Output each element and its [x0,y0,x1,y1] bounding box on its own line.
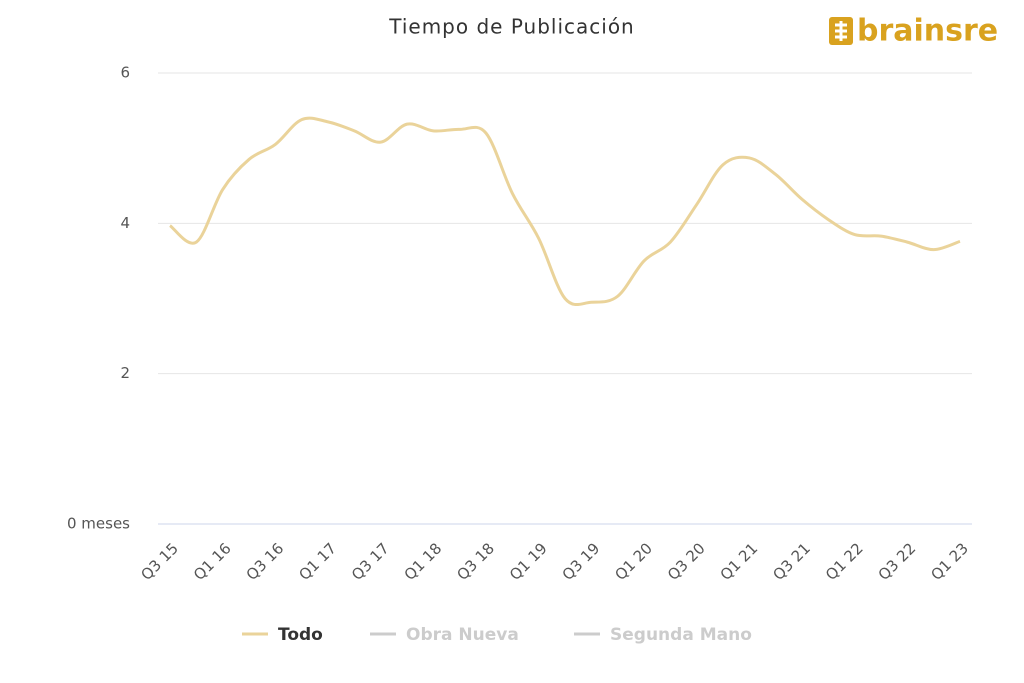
x-tick-label: Q1 17 [295,539,340,584]
logo-icon-mark [835,21,847,41]
x-tick-label: Q3 15 [137,539,182,584]
x-tick-label: Q1 22 [822,539,867,584]
legend-label[interactable]: Obra Nueva [406,625,519,645]
x-tick-label: Q1 16 [190,539,235,584]
series-line [169,116,961,307]
x-tick-label: Q1 23 [927,539,972,584]
y-tick-label: 2 [120,364,130,382]
x-tick-label: Q3 17 [348,539,393,584]
x-tick-label: Q1 18 [401,539,446,584]
legend-label[interactable]: Segunda Mano [610,625,752,645]
chart-title: Tiempo de Publicación [388,15,635,39]
y-tick-label: 0 meses [67,515,130,533]
y-tick-label: 6 [120,64,130,82]
x-tick-label: Q1 21 [717,539,762,584]
y-tick-label: 4 [120,214,130,232]
legend-label[interactable]: Todo [278,625,323,645]
x-tick-label: Q3 18 [453,539,498,584]
logo: brainsre [829,14,998,49]
x-tick-label: Q1 20 [611,539,656,584]
x-tick-label: Q1 19 [506,539,551,584]
x-tick-label: Q3 22 [875,539,920,584]
x-tick-label: Q3 19 [559,539,604,584]
x-tick-label: Q3 20 [664,539,709,584]
x-tick-label: Q3 16 [243,539,288,584]
logo-text: brainsre [857,14,998,49]
x-tick-label: Q3 21 [769,539,814,584]
